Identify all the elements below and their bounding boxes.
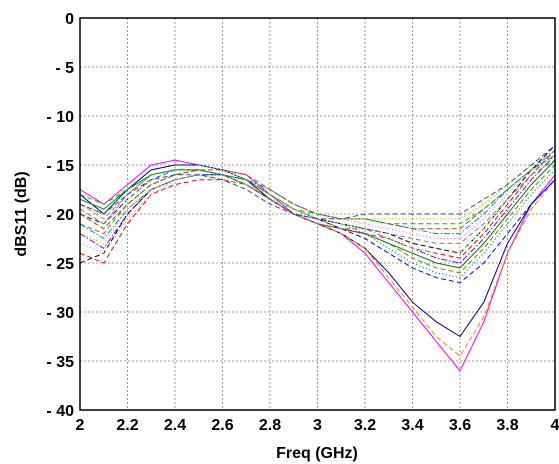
y-tick-label: 0 xyxy=(65,11,74,28)
y-tick-label: - 15 xyxy=(46,158,74,175)
y-tick-label: - 35 xyxy=(46,354,74,371)
x-tick-label: 2 xyxy=(76,417,85,434)
series-line-16 xyxy=(79,154,556,225)
y-tick-label: - 20 xyxy=(46,207,74,224)
x-tick-label: 3.6 xyxy=(449,417,471,434)
y-tick-label: - 5 xyxy=(55,60,74,77)
x-tick-label: 4 xyxy=(551,417,559,434)
x-tick-label: 2.6 xyxy=(211,417,233,434)
y-tick-label: - 40 xyxy=(46,403,74,420)
x-tick-label: 2.8 xyxy=(259,417,281,434)
x-tick-label: 3.4 xyxy=(401,417,423,434)
x-tick-label: 3.8 xyxy=(496,417,518,434)
x-tick-label: 3.2 xyxy=(354,417,376,434)
x-axis-label: Freq (GHz) xyxy=(276,445,358,462)
x-tick-label: 3 xyxy=(313,417,322,434)
y-tick-label: - 25 xyxy=(46,256,74,273)
tick-labels: 2 2.2 2.4 2.6 2.8 3 3.2 3.4 3.6 3.8 4 0 - 5 - 10 - 15 -… xyxy=(46,11,559,434)
plot-frame xyxy=(79,17,556,411)
series-group xyxy=(79,145,556,372)
y-tick-label: - 30 xyxy=(46,305,74,322)
series-line-18 xyxy=(79,145,556,220)
y-tick-label: - 10 xyxy=(46,109,74,126)
x-tick-label: 2.4 xyxy=(164,417,186,434)
x-tick-label: 2.2 xyxy=(116,417,138,434)
y-axis-label: dBS11 (dB) xyxy=(13,171,30,256)
